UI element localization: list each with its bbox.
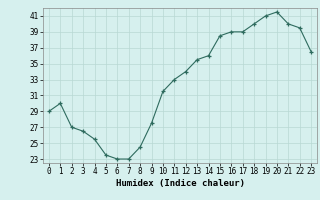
- X-axis label: Humidex (Indice chaleur): Humidex (Indice chaleur): [116, 179, 244, 188]
